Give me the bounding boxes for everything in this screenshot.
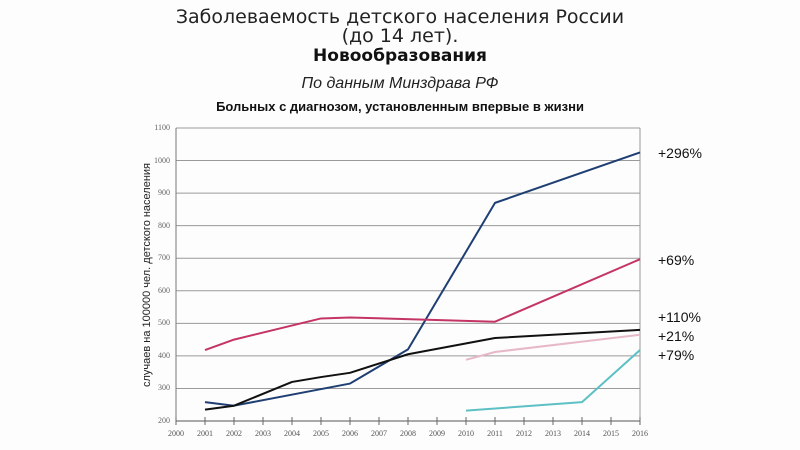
series-dark-blue-line <box>204 151 641 407</box>
x-tick-label: 2009 <box>429 429 445 438</box>
x-tick-label: 2005 <box>313 429 329 438</box>
x-tick-label: 2013 <box>545 429 561 438</box>
y-tick-label: 1000 <box>154 155 170 165</box>
y-tick-label: 800 <box>158 220 170 230</box>
annotation-dark-blue: +296% <box>658 145 702 161</box>
annotation-magenta: +69% <box>658 252 695 268</box>
x-tick-label: 2007 <box>371 429 387 438</box>
title-line-1: Заболеваемость детского населения России <box>175 6 625 28</box>
chart-caption: Больных с диагнозом, установленным вперв… <box>216 99 584 114</box>
chart-title-bold: Новообразования <box>313 46 487 66</box>
y-tick-label: 900 <box>158 188 170 198</box>
x-tick-label: 2014 <box>574 429 590 438</box>
series-cyan-line <box>465 349 641 412</box>
x-tick-label: 2006 <box>342 429 358 438</box>
x-tick-label: 2002 <box>226 429 242 438</box>
x-tick-label: 2016 <box>632 429 648 438</box>
x-tick-label: 2003 <box>255 429 271 438</box>
annotation-cyan: +79% <box>658 347 695 363</box>
x-tick-label: 2015 <box>603 429 619 438</box>
series-black-line <box>204 328 641 411</box>
y-tick-label: 600 <box>158 285 170 295</box>
chart-title: Заболеваемость детского населения России… <box>0 8 800 46</box>
y-tick-label: 500 <box>158 318 170 328</box>
x-tick-label: 2001 <box>197 429 213 438</box>
x-tick-label: 2008 <box>400 429 416 438</box>
annotation-light-pink: +21% <box>658 328 695 344</box>
y-tick-label: 200 <box>158 416 170 425</box>
x-tick-label: 2010 <box>458 429 474 438</box>
annotation-black: +110% <box>658 309 701 325</box>
y-tick-label: 1100 <box>154 123 170 132</box>
y-tick-label: 300 <box>158 383 170 393</box>
x-tick-label: 2004 <box>284 429 300 438</box>
y-tick-label: 400 <box>158 350 170 360</box>
y-tick-label: 700 <box>158 253 170 263</box>
series-light-pink-line <box>465 333 641 361</box>
x-tick-label: 2011 <box>487 429 503 438</box>
title-line-2: (до 14 лет). <box>341 25 459 47</box>
series-magenta-line <box>204 258 641 351</box>
x-tick-label: 2000 <box>168 429 184 438</box>
x-tick-label: 2012 <box>516 429 532 438</box>
chart-subtitle: По данным Минздрава РФ <box>301 75 499 92</box>
